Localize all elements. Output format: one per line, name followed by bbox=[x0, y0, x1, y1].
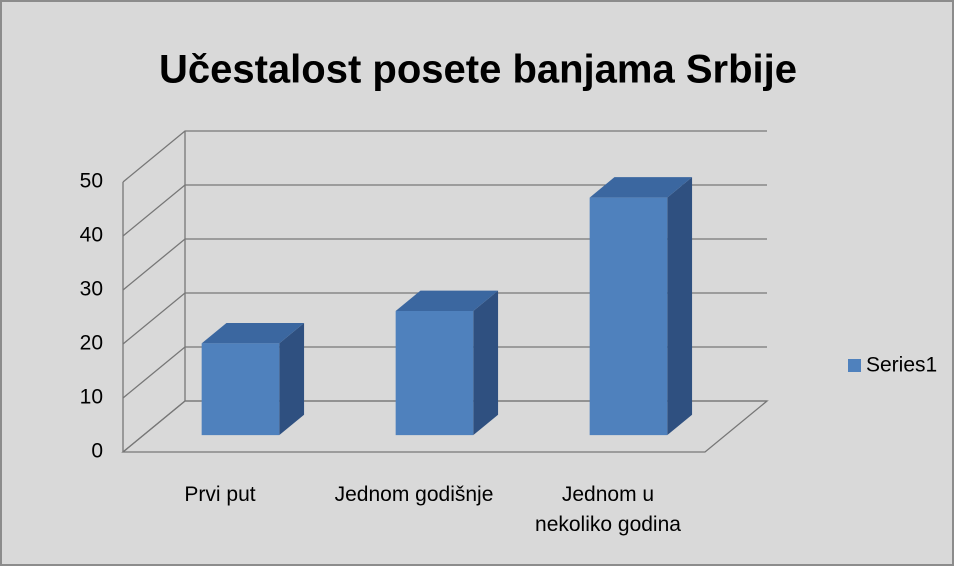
bar-front bbox=[395, 310, 474, 436]
grid-line bbox=[122, 400, 767, 453]
bar-top bbox=[589, 177, 693, 198]
x-tick-label: Jednom godišnje bbox=[334, 483, 494, 506]
grid-line bbox=[122, 238, 767, 291]
y-tick-label: 10 bbox=[80, 386, 103, 409]
y-tick-label: 0 bbox=[91, 440, 103, 463]
bar-side bbox=[473, 290, 499, 436]
bar bbox=[395, 290, 499, 436]
bar-top bbox=[201, 322, 305, 344]
grid-line bbox=[122, 130, 767, 183]
bar bbox=[201, 322, 305, 436]
grid-line bbox=[122, 184, 767, 237]
bar-front bbox=[201, 343, 280, 436]
bar-top bbox=[395, 290, 499, 311]
chart-title: Učestalost posete banjama Srbije bbox=[159, 48, 797, 92]
y-tick-label: 20 bbox=[80, 332, 103, 355]
y-tick-label: 40 bbox=[80, 224, 103, 247]
bar bbox=[589, 177, 693, 436]
bar-side bbox=[279, 322, 305, 436]
legend-swatch bbox=[848, 359, 861, 372]
grid-line bbox=[122, 346, 767, 399]
legend-label: Series1 bbox=[866, 354, 937, 377]
x-tick-label: Jednom u nekoliko godina bbox=[535, 483, 681, 536]
grid-line bbox=[122, 292, 767, 345]
y-tick-label: 30 bbox=[80, 278, 103, 301]
bar-front bbox=[589, 197, 668, 436]
bar-side bbox=[667, 177, 693, 436]
y-tick-label: 50 bbox=[80, 170, 103, 193]
x-tick-label: Prvi put bbox=[184, 483, 256, 506]
